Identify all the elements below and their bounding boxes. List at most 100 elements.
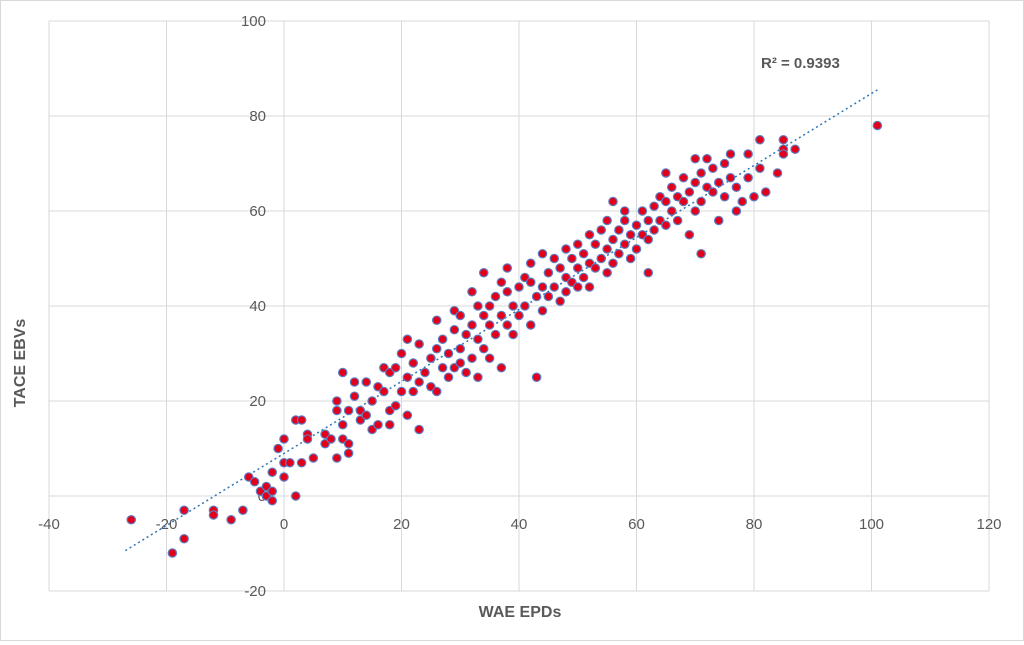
data-point [778, 149, 789, 159]
data-point [343, 405, 354, 416]
data-point [467, 320, 477, 330]
data-point [637, 206, 648, 216]
data-point [496, 362, 507, 373]
data-point [238, 505, 248, 516]
data-point [514, 282, 524, 292]
data-point [402, 410, 413, 421]
data-point [484, 353, 495, 364]
data-point [625, 253, 636, 264]
data-point [719, 158, 730, 169]
data-point [755, 163, 765, 174]
data-point [473, 334, 483, 345]
data-point [431, 315, 442, 326]
data-point [455, 343, 466, 354]
data-point [772, 168, 783, 178]
data-point [690, 206, 701, 216]
data-point [390, 400, 401, 411]
data-point [502, 320, 513, 330]
data-point [696, 196, 706, 207]
data-point [760, 187, 771, 197]
data-point [179, 505, 189, 516]
data-point [520, 301, 530, 311]
data-point [684, 187, 695, 197]
x-tick-label: 80 [746, 516, 763, 533]
data-point [473, 372, 483, 383]
data-point [702, 153, 712, 164]
data-point [431, 343, 442, 354]
data-point [661, 220, 671, 231]
data-point [449, 324, 460, 335]
data-point [290, 491, 301, 501]
data-point [508, 329, 518, 340]
data-point [661, 196, 671, 207]
data-point [508, 301, 518, 311]
data-point [561, 244, 571, 254]
y-tick-label: 20 [249, 393, 266, 410]
data-point [625, 229, 636, 240]
data-point [296, 457, 307, 468]
data-point [396, 386, 407, 397]
data-point [578, 248, 589, 259]
data-point [443, 372, 454, 383]
data-point [602, 244, 612, 254]
data-point [537, 305, 548, 316]
data-point [379, 386, 389, 397]
data-point [537, 282, 548, 292]
data-point [755, 134, 765, 145]
data-point [666, 206, 677, 216]
data-point [713, 177, 724, 188]
data-point [525, 277, 536, 288]
data-point [502, 286, 513, 297]
data-point [643, 267, 654, 278]
data-point [731, 182, 742, 193]
y-tick-label: 60 [249, 203, 266, 220]
data-point [678, 196, 689, 207]
data-point [631, 244, 642, 254]
data-point [696, 168, 706, 178]
data-point [437, 334, 448, 345]
data-point [279, 472, 289, 482]
data-point [302, 434, 313, 444]
data-point [502, 263, 513, 273]
data-point [572, 239, 583, 250]
data-point [414, 339, 424, 349]
data-point [249, 476, 260, 487]
data-point [631, 220, 642, 231]
data-point [608, 196, 618, 207]
data-point [649, 201, 659, 212]
data-point [643, 234, 654, 245]
data-point [273, 443, 283, 454]
data-point [484, 301, 495, 311]
data-point [332, 453, 342, 463]
data-point [749, 191, 759, 202]
data-point [872, 120, 883, 131]
data-point [285, 457, 295, 468]
y-tick-label: 80 [249, 108, 266, 125]
data-point [549, 253, 560, 264]
data-point [332, 405, 342, 416]
r-squared-annotation: R² = 0.9393 [761, 55, 840, 72]
data-point [590, 239, 601, 250]
data-point [361, 410, 372, 421]
data-point [167, 548, 178, 558]
y-tick-label: 100 [241, 13, 266, 30]
data-point [367, 396, 377, 406]
data-point [713, 215, 724, 226]
x-tick-label: 0 [280, 516, 288, 533]
x-axis-tick-labels: -40 -20 0 20 40 60 80 100 120 [38, 516, 1001, 533]
data-point [461, 367, 471, 378]
data-point [484, 320, 495, 330]
data-point [537, 248, 548, 259]
data-point [778, 134, 789, 145]
data-point [619, 215, 630, 226]
data-point [296, 415, 307, 425]
data-point [467, 286, 477, 297]
data-point [396, 348, 407, 359]
x-tick-label: 120 [976, 516, 1001, 533]
y-tick-label: -20 [244, 583, 266, 600]
data-point [496, 310, 507, 321]
data-point [455, 310, 466, 321]
data-point [572, 263, 583, 273]
